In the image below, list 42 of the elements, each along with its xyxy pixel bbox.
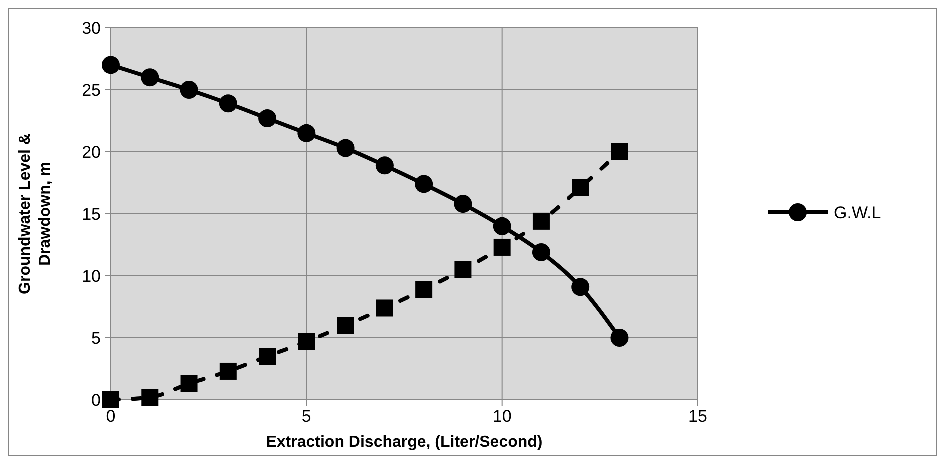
point <box>337 317 354 334</box>
point <box>532 212 550 230</box>
point <box>336 139 355 158</box>
point <box>572 179 590 196</box>
point <box>102 56 120 74</box>
point <box>180 81 198 99</box>
point <box>454 195 472 214</box>
point <box>298 124 316 142</box>
point <box>611 144 628 160</box>
point <box>258 110 277 128</box>
point <box>415 175 434 194</box>
x-tick-label: 5 <box>302 407 312 426</box>
point <box>454 261 472 278</box>
x-tick-label: 10 <box>492 407 512 426</box>
point <box>376 156 394 175</box>
y-tick-label: 30 <box>82 18 101 38</box>
x-tick-label: 0 <box>106 407 116 426</box>
point <box>219 94 238 113</box>
point <box>220 362 237 380</box>
y-tick-label: 10 <box>82 266 101 286</box>
point <box>416 281 433 298</box>
point <box>493 217 512 236</box>
point <box>102 392 120 408</box>
y-tick-label: 0 <box>92 390 101 410</box>
y-axis-title: Groundwater Level & Drawdown, m <box>17 133 54 294</box>
point <box>259 348 276 366</box>
y-tick-label: 5 <box>92 328 101 348</box>
point <box>610 329 629 347</box>
y-tick-label: 15 <box>82 204 101 224</box>
point <box>494 238 511 256</box>
point <box>298 333 316 350</box>
point <box>180 375 198 392</box>
y-tick-label: 25 <box>82 80 101 100</box>
point <box>572 278 590 296</box>
y-tick-label: 20 <box>82 142 101 162</box>
x-axis-title: Extraction Discharge, (Liter/Second) <box>266 434 543 451</box>
point <box>142 389 159 406</box>
point <box>376 300 394 317</box>
legend-label: G.W.L <box>834 203 882 222</box>
point <box>532 243 550 262</box>
x-tick-label: 15 <box>688 407 708 426</box>
point <box>141 68 160 87</box>
